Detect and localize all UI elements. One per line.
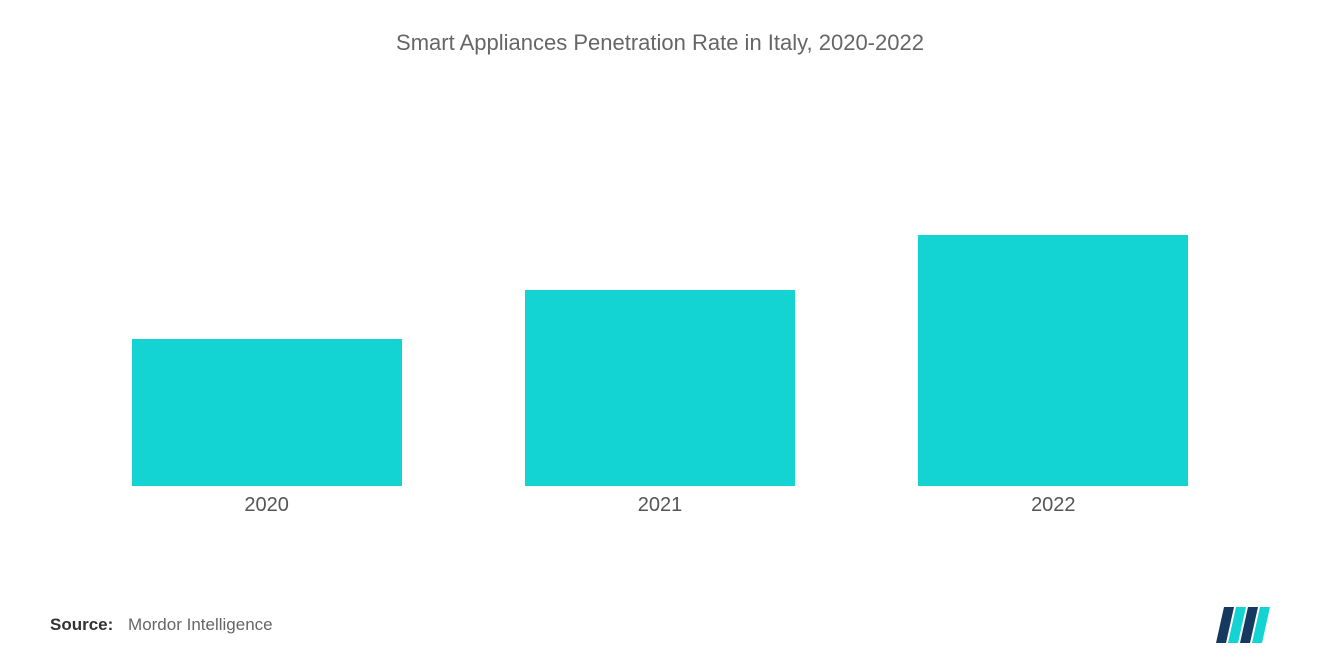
bars-row: [70, 66, 1250, 486]
x-label-2021: 2021: [463, 494, 856, 517]
x-label-2022: 2022: [857, 494, 1250, 517]
bar-2021: [525, 290, 795, 486]
source-text: Mordor Intelligence: [128, 615, 273, 634]
bar-2022: [918, 235, 1188, 486]
source-label: Source:: [50, 615, 113, 634]
x-label-2020: 2020: [70, 494, 463, 517]
bar-slot-2022: [857, 66, 1250, 486]
plot-area: [70, 66, 1250, 486]
chart-title: Smart Appliances Penetration Rate in Ita…: [50, 30, 1270, 56]
logo-stripes: [1216, 607, 1270, 643]
chart-container: Smart Appliances Penetration Rate in Ita…: [0, 0, 1320, 665]
source-line: Source: Mordor Intelligence: [50, 615, 273, 635]
bar-slot-2020: [70, 66, 463, 486]
bar-2020: [132, 339, 402, 486]
bar-slot-2021: [463, 66, 856, 486]
x-axis-labels: 2020 2021 2022: [70, 494, 1250, 517]
mordor-logo-icon: [1216, 607, 1270, 643]
